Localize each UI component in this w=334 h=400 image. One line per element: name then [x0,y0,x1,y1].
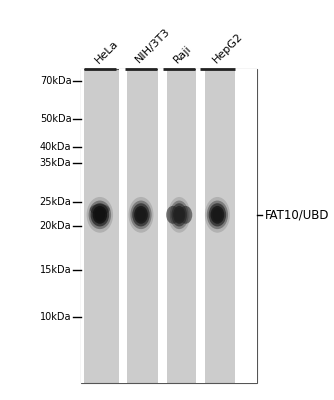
Ellipse shape [179,206,192,224]
Text: HepG2: HepG2 [210,31,244,65]
Ellipse shape [173,206,185,224]
Ellipse shape [134,206,148,224]
Text: HeLa: HeLa [93,38,120,65]
Text: NIH/3T3: NIH/3T3 [134,26,172,65]
Bar [235,69,257,383]
Ellipse shape [91,203,109,226]
Ellipse shape [89,200,111,229]
Text: 35kDa: 35kDa [40,158,71,168]
Ellipse shape [166,206,179,224]
Text: 20kDa: 20kDa [40,221,71,231]
Ellipse shape [132,203,150,226]
Text: Raji: Raji [172,43,194,65]
Ellipse shape [207,200,228,229]
Ellipse shape [130,200,152,229]
Ellipse shape [168,197,190,233]
Text: 25kDa: 25kDa [40,197,71,207]
Bar [158,69,167,383]
Ellipse shape [210,206,224,224]
Ellipse shape [175,208,184,222]
Ellipse shape [93,206,107,224]
Ellipse shape [95,208,105,222]
Text: 70kDa: 70kDa [40,76,71,86]
Ellipse shape [90,204,110,215]
Ellipse shape [136,208,146,222]
Ellipse shape [170,200,189,229]
Bar [196,69,205,383]
Bar [119,69,128,383]
Ellipse shape [212,208,222,222]
Ellipse shape [209,203,226,226]
Text: 15kDa: 15kDa [40,265,71,275]
Bar [81,69,84,383]
Bar [81,69,257,383]
Ellipse shape [129,197,154,233]
Text: 40kDa: 40kDa [40,142,71,152]
Text: 10kDa: 10kDa [40,312,71,322]
Ellipse shape [87,197,113,233]
Text: FAT10/UBD: FAT10/UBD [265,208,329,221]
Ellipse shape [171,203,187,226]
Text: 50kDa: 50kDa [40,114,71,124]
Ellipse shape [205,197,230,233]
